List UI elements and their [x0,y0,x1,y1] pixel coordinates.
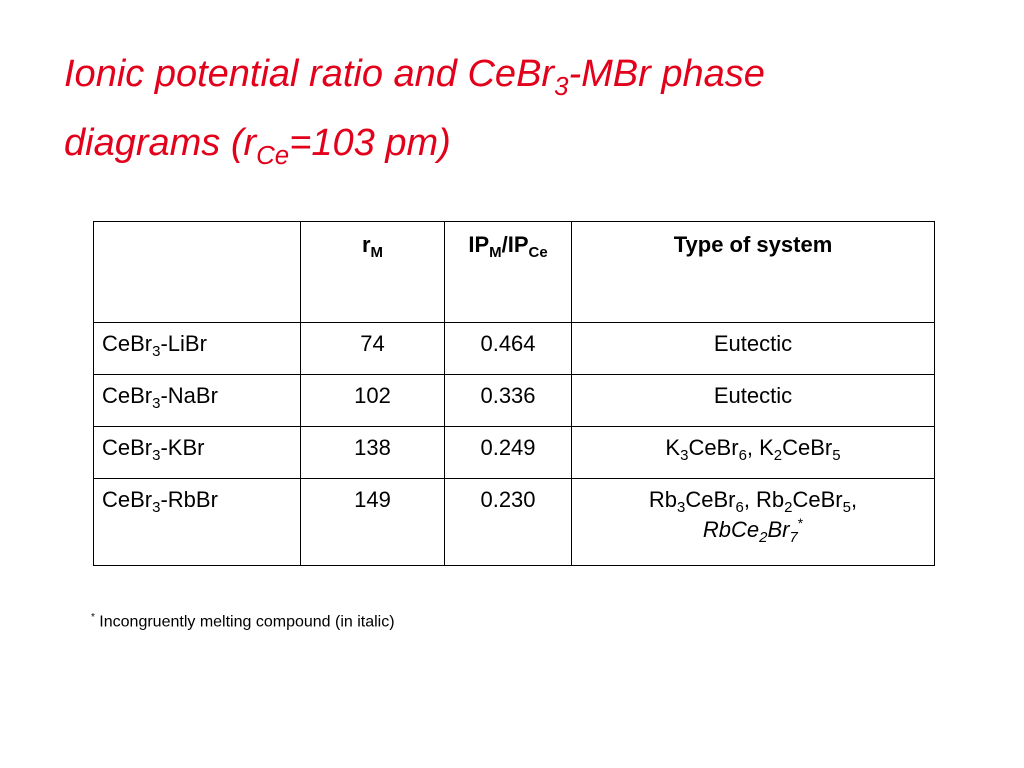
table-row: CeBr3-NaBr 102 0.336 Eutectic [93,374,935,427]
text-run: diagrams (r [64,122,257,165]
table-cell: K3CeBr6, K2CeBr5 [571,426,935,479]
text-run: Rb [648,487,678,512]
header-cell: IPM/IPCe [444,221,572,323]
text-run: CeBr [792,487,843,512]
text-run: 7 [789,529,798,547]
text-run: Ce [256,142,290,171]
text-run: * [797,516,804,532]
text-run: CeBr [102,487,153,512]
text-run: -NaBr [160,383,218,408]
text-run: Type of system [673,232,833,257]
text-run: CeBr [782,435,833,460]
table-cell: 74 [300,322,445,375]
text-run: Ce [528,244,548,262]
text-run: 3 [152,395,161,413]
text-run: 2 [759,529,768,547]
table-cell: 0.336 [444,374,572,427]
text-run: -KBr [160,435,205,460]
table-cell: Eutectic [571,374,935,427]
text-run: * [91,612,95,623]
header-cell: Type of system [571,221,935,323]
table-row: CeBr3-KBr 138 0.249 K3CeBr6, K2CeBr5 [93,426,935,479]
table-cell: 102 [300,374,445,427]
table-cell: Eutectic [571,322,935,375]
text-run: =103 pm) [289,122,451,165]
text-run: 3 [152,447,161,465]
text-run: 6 [738,447,747,465]
data-table: rM IPM/IPCe Type of system CeBr3-LiBr 74 0.4… [93,221,935,566]
text-run: CeBr [688,435,739,460]
text-run: Incongruently melting compound (in itali… [94,613,395,631]
text-run: -LiBr [160,331,207,356]
text-run: 3 [152,499,161,517]
text-run: K [665,435,681,460]
text-run: 3 [554,73,569,102]
text-run: CeBr [102,331,153,356]
table-cell: CeBr3-LiBr [93,322,301,375]
text-run: 3 [677,499,686,517]
text-run: CeBr [102,435,153,460]
text-run: M [370,244,384,262]
table-cell: 0.249 [444,426,572,479]
title-line: Ionic potential ratio and CeBr3-MBr phas… [64,46,765,115]
table-cell: 0.464 [444,322,572,375]
text-run: , [850,487,858,512]
header-row: rM IPM/IPCe Type of system [93,221,935,323]
table-row: CeBr3-RbBr 149 0.230 Rb3CeBr6, Rb2CeBr5, RbC… [93,478,935,566]
text-line: Rb3CeBr6, Rb2CeBr5, [580,487,926,516]
text-run: -RbBr [160,487,218,512]
text-run: /IP [501,232,529,257]
text-run: CeBr [685,487,736,512]
table-cell: CeBr3-NaBr [93,374,301,427]
text-run: Br [767,517,790,543]
text-run: M [489,244,502,262]
text-line: RbCe2Br7* [580,516,926,546]
table-cell: Rb3CeBr6, Rb2CeBr5, RbCe2Br7* [571,478,935,566]
table-cell: 138 [300,426,445,479]
text-run: 2 [773,447,783,465]
slide-title: Ionic potential ratio and CeBr3-MBr phas… [64,46,765,184]
empty-header-cell [93,221,301,323]
text-run: 5 [832,447,841,465]
table-cell: CeBr3-RbBr [93,478,301,566]
text-run: , K [746,435,774,460]
title-line: diagrams (rCe=103 pm) [64,115,765,184]
text-run: 5 [842,499,851,517]
table-cell: CeBr3-KBr [93,426,301,479]
text-run: -MBr phase [568,53,765,95]
table-cell: 149 [300,478,445,566]
text-run: Eutectic [713,383,793,408]
table-cell: 0.230 [444,478,572,566]
text-run: 6 [735,499,744,517]
text-run: 3 [680,447,689,465]
text-run: Ionic potential ratio and CeBr [64,53,555,95]
text-run: 3 [152,343,161,361]
text-run: IP [468,232,490,257]
text-run: RbCe [702,517,760,543]
header-cell: rM [300,221,445,323]
text-run: , Rb [743,487,785,512]
table-row: CeBr3-LiBr 74 0.464 Eutectic [93,322,935,375]
text-run: 2 [784,499,793,517]
text-run: r [361,232,371,257]
text-run: CeBr [102,383,153,408]
footnote: * Incongruently melting compound (in ita… [91,612,395,631]
text-run: Eutectic [713,331,793,356]
